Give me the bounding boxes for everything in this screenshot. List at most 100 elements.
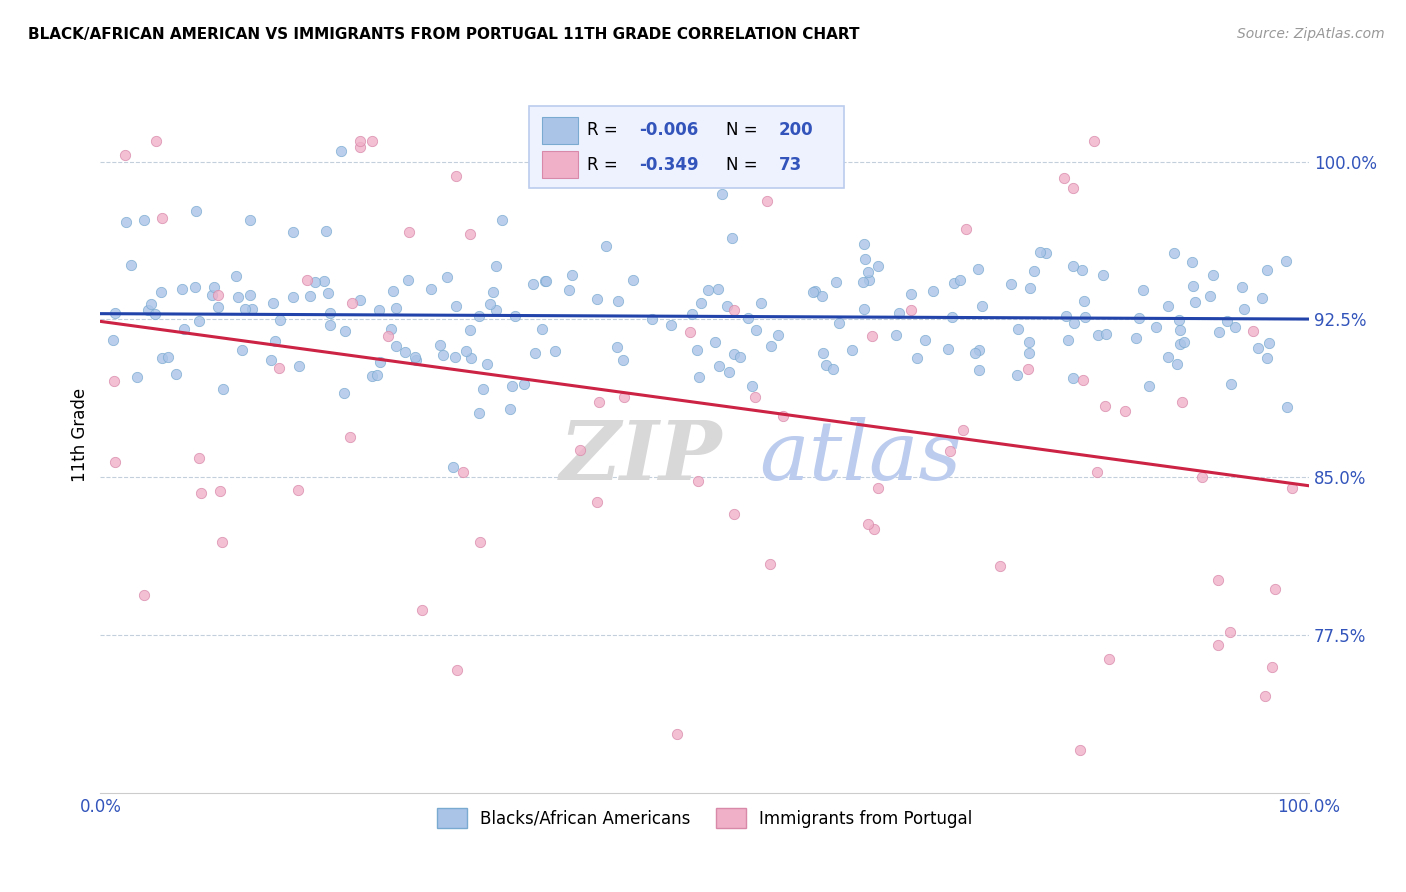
Point [955,222,977,236]
Point [207,288,229,302]
Point [942,277,965,291]
Point [471,382,494,396]
Point [1019,281,1042,295]
Point [103,374,125,388]
Point [841,343,863,357]
Point [394,344,416,359]
Point [1167,312,1189,326]
Point [115,214,138,228]
Point [853,252,876,267]
Point [1085,465,1108,479]
Point [398,225,420,239]
Point [868,259,890,273]
Point [382,284,405,298]
Point [499,402,522,417]
Point [1256,351,1278,366]
Point [444,350,467,364]
Point [172,282,194,296]
Point [811,345,834,359]
Point [558,283,581,297]
Point [125,369,148,384]
Point [1168,336,1191,351]
Point [238,288,260,302]
Point [681,307,703,321]
Point [318,306,340,320]
Point [1275,254,1298,268]
Point [967,362,990,376]
Point [543,343,565,358]
Point [595,239,617,253]
Point [1114,404,1136,418]
Point [295,272,318,286]
Point [568,442,591,457]
Point [1053,171,1076,186]
Point [737,311,759,326]
Point [380,322,402,336]
Point [941,310,963,324]
Point [226,290,249,304]
Point [468,310,491,324]
Point [1094,399,1116,413]
Point [1264,582,1286,596]
Point [804,284,827,298]
Point [803,285,825,299]
Point [470,535,492,549]
Point [184,204,207,219]
Point [1062,259,1084,273]
Point [150,211,173,225]
Point [460,323,482,337]
Point [132,588,155,602]
Point [396,272,419,286]
Legend: Blacks/African Americans, Immigrants from Portugal: Blacks/African Americans, Immigrants fro… [430,802,979,834]
Point [723,347,745,361]
Point [411,602,433,616]
Point [721,231,744,245]
Point [340,296,363,310]
Point [1022,264,1045,278]
Point [190,486,212,500]
Point [1137,379,1160,393]
Point [688,370,710,384]
Point [242,301,264,316]
Point [965,346,987,360]
Point [533,274,555,288]
Point [209,483,232,498]
Point [1071,262,1094,277]
Point [665,727,688,741]
Text: BLACK/AFRICAN AMERICAN VS IMMIGRANTS FROM PORTUGAL 11TH GRADE CORRELATION CHART: BLACK/AFRICAN AMERICAN VS IMMIGRANTS FRO… [28,27,859,42]
Point [404,350,426,364]
Point [588,394,610,409]
Point [860,329,883,343]
Point [889,305,911,319]
Point [467,406,489,420]
Point [811,289,834,303]
Point [1000,277,1022,291]
Point [1251,291,1274,305]
Point [479,297,502,311]
Point [1163,246,1185,260]
Point [188,450,211,465]
Point [824,275,846,289]
Point [988,559,1011,574]
Point [231,343,253,357]
Point [952,423,974,437]
Point [211,535,233,549]
Point [696,283,718,297]
Point [1216,314,1239,328]
Text: -0.006: -0.006 [640,121,699,139]
Point [150,351,173,366]
Point [139,297,162,311]
Point [612,353,634,368]
Point [1166,357,1188,371]
Point [652,134,675,148]
Point [184,280,207,294]
Point [858,273,880,287]
Point [1057,334,1080,348]
Point [1206,638,1229,652]
Point [1202,268,1225,282]
Point [827,316,849,330]
Point [966,262,988,277]
Point [1062,370,1084,384]
Text: Source: ZipAtlas.com: Source: ZipAtlas.com [1237,27,1385,41]
Text: 200: 200 [779,121,813,139]
